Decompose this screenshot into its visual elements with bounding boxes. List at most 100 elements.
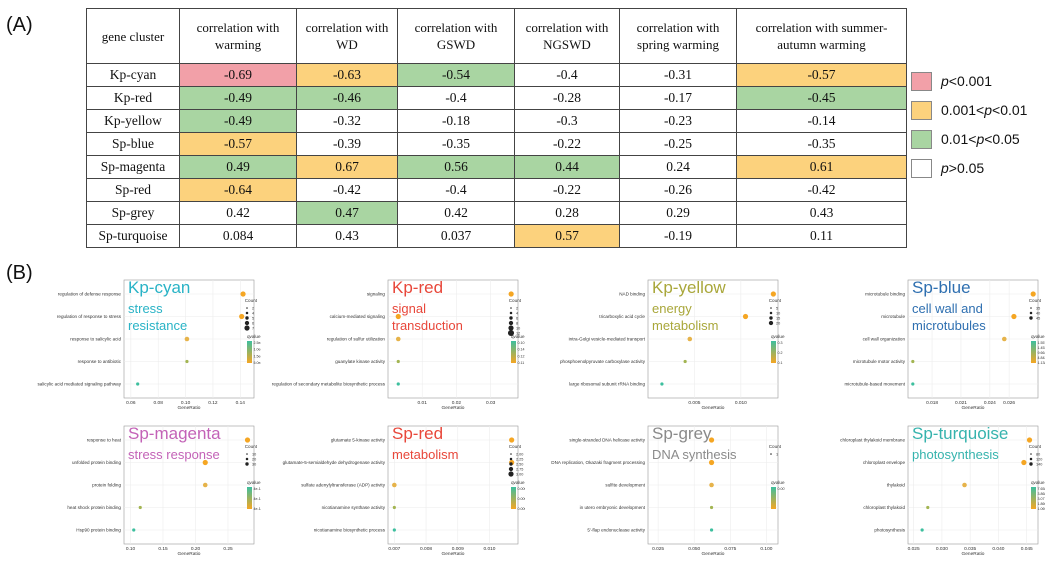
term-label: signaling — [367, 292, 386, 297]
term-label: tricarboxylic acid cycle — [599, 314, 645, 319]
enrichment-panel-kp-yellow: NAD binding tricarboxylic acid cycle intra… — [530, 268, 785, 414]
count-legend-label: 2.25 — [516, 458, 523, 462]
correlation-cell: 0.29 — [619, 201, 737, 225]
data-point — [395, 336, 401, 342]
count-legend-dot — [1030, 453, 1032, 455]
qvalue-legend-label: 0.2 — [778, 351, 783, 355]
qvalue-legend-label: 9.66441e-15 — [1038, 351, 1045, 355]
count-legend-label: 10 — [516, 327, 520, 331]
data-point — [396, 359, 400, 364]
term-label: regulation of sulfur utilization — [327, 337, 386, 342]
data-point — [132, 528, 136, 532]
qvalue-legend-label: 1.45377e-14 — [1038, 346, 1045, 350]
cluster-title: Kp-red — [392, 278, 444, 297]
correlation-cell: 0.11 — [736, 224, 907, 248]
correlation-cell: -0.42 — [736, 178, 907, 202]
panel-b-label: (B) — [6, 262, 33, 284]
cluster-title: Sp-blue — [912, 278, 971, 297]
correlation-cell: 0.57 — [514, 224, 620, 248]
dotplot-svg: microtubule binding microtubule cell wall … — [844, 279, 1045, 411]
enrichment-panel-sp-turquoise: chloroplast thylakoid membrane chloroplas… — [790, 414, 1045, 560]
x-tick-label: 0.010 — [735, 400, 747, 406]
qvalue-legend-label: 1.86633e-36 — [1038, 502, 1045, 506]
x-axis-label: GeneRatio — [178, 405, 201, 411]
enrichment-panel-kp-cyan: regulation of defense response regulation… — [6, 268, 262, 414]
x-tick-label: 0.14 — [236, 400, 246, 406]
table-header-row: gene cluster correlation with warming corr… — [86, 8, 907, 64]
term-label: cell wall organization — [863, 337, 906, 342]
term-label: in utero embryonic development — [580, 505, 646, 510]
data-point — [392, 505, 396, 510]
qvalue-legend-label: 0.00055 — [518, 507, 526, 511]
dotplot-svg: single-stranded DNA helicase activity DNA… — [551, 425, 785, 557]
count-legend-label: 12 — [516, 332, 520, 336]
data-point — [396, 382, 400, 386]
column-header: correlation with warming — [179, 8, 297, 64]
data-point — [911, 359, 915, 364]
correlation-cell: -0.28 — [514, 86, 620, 110]
data-point — [920, 528, 924, 532]
count-legend-title: Count — [509, 444, 522, 449]
cluster-title: Sp-red — [392, 424, 444, 443]
count-legend-title: Count — [769, 444, 782, 449]
term-label: Hsp90 protein binding — [76, 528, 121, 533]
count-legend-dot — [245, 462, 249, 466]
count-legend-label: 2.75 — [516, 468, 523, 472]
gene-cluster-cell: Kp-yellow — [86, 109, 180, 133]
data-point — [184, 336, 190, 342]
legend-swatch — [911, 101, 932, 120]
count-legend-dot — [1029, 311, 1033, 315]
term-label: microtubule binding — [865, 292, 905, 297]
x-tick-label: 0.01 — [418, 400, 428, 406]
count-legend-label: 120 — [1036, 458, 1042, 462]
x-tick-label: 0.024 — [984, 400, 996, 406]
count-legend-label: 20 — [776, 322, 780, 326]
term-label: glutamate 5-kinase activity — [331, 438, 386, 443]
cluster-subtitle: cell wall and microtubules — [912, 301, 986, 333]
qvalue-legend-label: 0.00060 — [518, 497, 526, 501]
count-legend-label: 80 — [1036, 453, 1040, 457]
term-label: sulfate adenylyltransferase (ADP) activi… — [301, 483, 385, 488]
column-header: gene cluster — [86, 8, 180, 64]
dotplot-svg: signaling calcium-mediated signaling regul… — [272, 279, 525, 411]
count-legend-title: Count — [245, 444, 258, 449]
dotplot-svg: response to heat unfolded protein binding… — [67, 425, 261, 557]
correlation-cell: -0.63 — [296, 63, 398, 87]
correlation-cell: 0.42 — [397, 201, 515, 225]
data-point — [136, 382, 140, 386]
data-point — [683, 359, 687, 364]
enrichment-panel-sp-red: glutamate 5-kinase activity glutamate-5-s… — [270, 414, 525, 560]
count-legend-dot — [246, 453, 248, 455]
legend-item: p<0.001 — [911, 71, 1045, 93]
data-point — [1021, 459, 1027, 466]
count-legend-label: 2.50 — [516, 463, 523, 467]
gene-cluster-cell: Sp-grey — [86, 201, 180, 225]
correlation-cell: -0.42 — [296, 178, 398, 202]
count-legend-label: 7 — [252, 327, 254, 331]
term-label: large ribosomal subunit rRNA binding — [569, 382, 645, 387]
count-legend-dot — [507, 329, 515, 337]
term-label: nicotianamine biosynthetic process — [314, 528, 386, 533]
correlation-cell: 0.037 — [397, 224, 515, 248]
correlation-cell: 0.42 — [179, 201, 297, 225]
gene-cluster-cell: Kp-cyan — [86, 63, 180, 87]
count-legend-dot — [769, 311, 773, 315]
gene-cluster-cell: Kp-red — [86, 86, 180, 110]
x-tick-label: 0.20 — [191, 546, 201, 552]
gene-cluster-cell: Sp-red — [86, 178, 180, 202]
data-point — [202, 459, 208, 466]
gene-cluster-cell: Sp-magenta — [86, 155, 180, 179]
count-legend-dot — [1030, 307, 1032, 309]
count-legend-label: 2.00 — [516, 453, 523, 457]
legend-label: 0.01<p<0.05 — [941, 131, 1020, 147]
qvalue-legend-title: qvalue — [511, 334, 525, 339]
data-point — [185, 359, 189, 364]
correlation-cell: 0.44 — [514, 155, 620, 179]
table-row: Sp-blue -0.57 -0.39 -0.35 -0.22 -0.25 -0.35 — [86, 132, 907, 156]
correlation-cell: 0.67 — [296, 155, 398, 179]
qvalue-legend-label: 0.00064 — [518, 487, 526, 491]
qvalue-legend-label: 0.12 — [518, 354, 525, 358]
dotplot-svg: NAD binding tricarboxylic acid cycle intra… — [560, 279, 785, 411]
count-legend-label: 45 — [1036, 317, 1040, 321]
correlation-cell: -0.49 — [179, 109, 297, 133]
